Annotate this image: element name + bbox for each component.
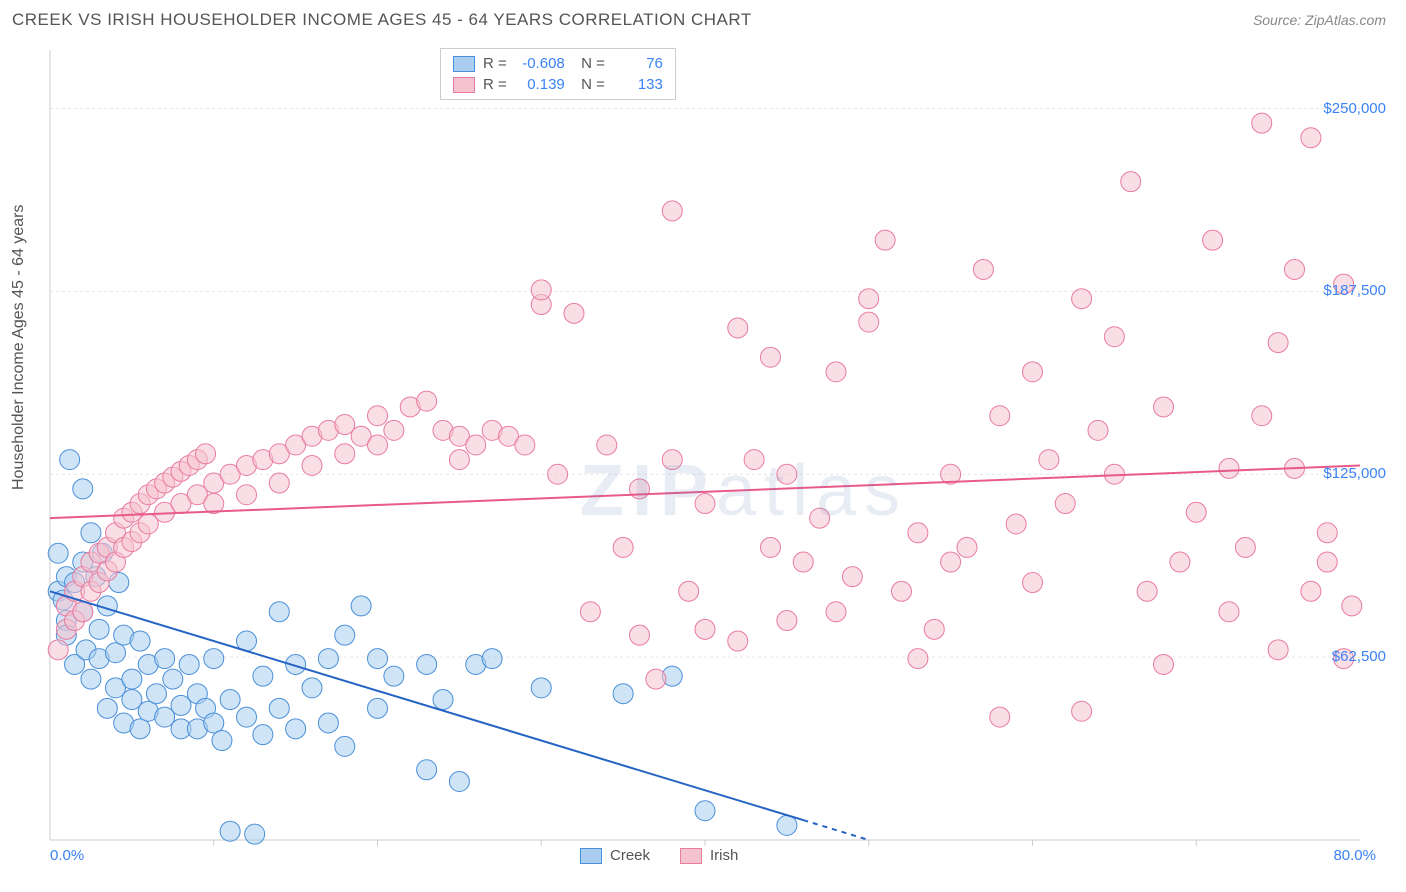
legend-row-irish: R = 0.139 N = 133 [453, 74, 663, 95]
y-tick-label: $62,500 [1332, 648, 1386, 665]
creek-n-value: 76 [613, 55, 663, 72]
legend-swatch-creek [453, 56, 475, 72]
y-tick-label: $187,500 [1323, 282, 1386, 299]
y-tick-label: $125,000 [1323, 465, 1386, 482]
chart-header: CREEK VS IRISH HOUSEHOLDER INCOME AGES 4… [0, 0, 1406, 40]
chart-source: Source: ZipAtlas.com [1253, 12, 1386, 28]
correlation-legend: R = -0.608 N = 76 R = 0.139 N = 133 [440, 48, 676, 100]
legend-item-creek: Creek [580, 847, 650, 864]
chart-title: CREEK VS IRISH HOUSEHOLDER INCOME AGES 4… [12, 10, 752, 30]
legend-swatch-irish [453, 77, 475, 93]
creek-r-value: -0.608 [515, 55, 565, 72]
y-axis-title: Householder Income Ages 45 - 64 years [10, 205, 28, 491]
series-legend: Creek Irish [580, 847, 738, 864]
y-tick-label: $250,000 [1323, 100, 1386, 117]
legend-row-creek: R = -0.608 N = 76 [453, 53, 663, 74]
x-axis-max: 80.0% [1333, 847, 1376, 864]
x-axis-min: 0.0% [50, 847, 84, 864]
legend-item-irish: Irish [680, 847, 738, 864]
irish-n-value: 133 [613, 76, 663, 93]
irish-r-value: 0.139 [515, 76, 565, 93]
chart-area: Householder Income Ages 45 - 64 years ZI… [0, 40, 1406, 882]
scatter-chart [0, 40, 1406, 882]
